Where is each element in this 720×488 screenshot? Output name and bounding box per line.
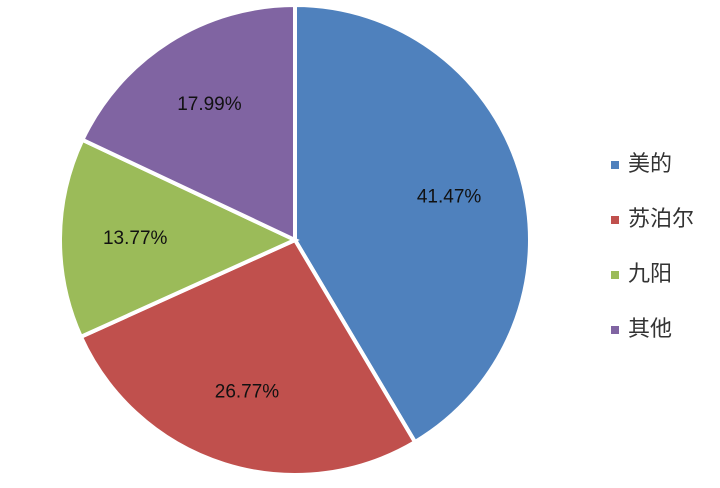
- legend-label: 苏泊尔: [628, 206, 694, 231]
- value-label: 13.77%: [103, 228, 168, 249]
- pie-slice: [79, 2, 297, 244]
- value-label: 26.77%: [215, 381, 280, 402]
- legend-label: 其他: [628, 316, 672, 341]
- legend-label: 美的: [628, 151, 672, 176]
- pie-slice: [293, 2, 532, 445]
- legend-marker: [611, 271, 619, 279]
- legend-marker: [611, 216, 619, 224]
- pie-slice: [58, 137, 300, 340]
- legend-label: 九阳: [628, 261, 672, 286]
- legend-marker: [611, 326, 619, 334]
- legend-marker: [611, 161, 619, 169]
- value-label: 41.47%: [417, 187, 482, 208]
- pie-slice: [78, 237, 418, 477]
- value-label: 17.99%: [177, 94, 242, 115]
